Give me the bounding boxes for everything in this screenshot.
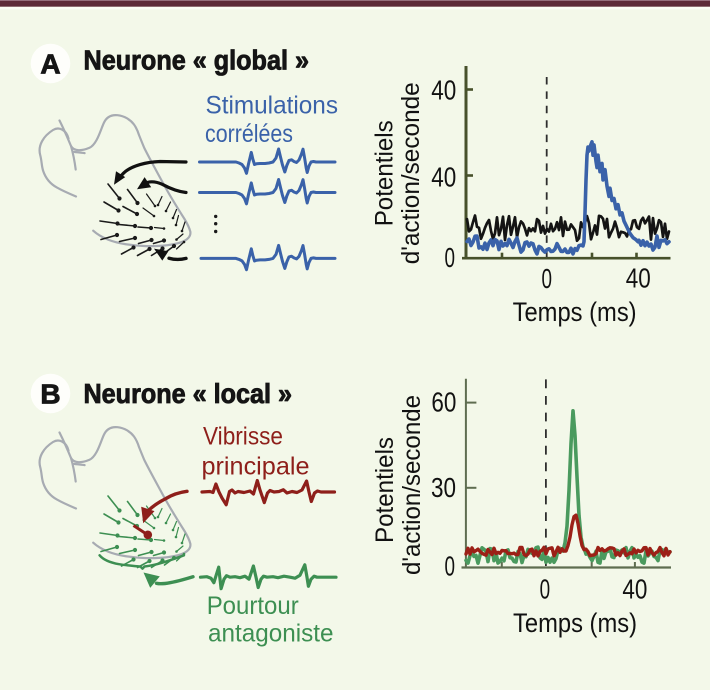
svg-text:60: 60 — [431, 387, 456, 418]
svg-text:0: 0 — [540, 574, 551, 605]
svg-text:antagoniste: antagoniste — [208, 619, 334, 647]
svg-text:d'action/seconde: d'action/seconde — [397, 82, 425, 264]
svg-text:Potentiels: Potentiels — [371, 437, 399, 543]
svg-text:0: 0 — [445, 242, 456, 273]
svg-text:Temps (ms): Temps (ms) — [513, 608, 637, 638]
svg-text:30: 30 — [431, 472, 456, 503]
svg-text:40: 40 — [431, 162, 456, 193]
svg-text:40: 40 — [622, 574, 647, 605]
svg-text:d'action/seconde: d'action/seconde — [398, 395, 426, 575]
svg-text:Temps (ms): Temps (ms) — [513, 297, 637, 327]
svg-text:A: A — [40, 49, 60, 80]
svg-text:Neurone « local »: Neurone « local » — [84, 378, 293, 409]
svg-text:Pourtour: Pourtour — [207, 592, 299, 620]
svg-text:Vibrisse: Vibrisse — [203, 423, 283, 451]
svg-text:0: 0 — [541, 263, 552, 294]
svg-text:40: 40 — [626, 263, 651, 294]
svg-text:Neurone « global »: Neurone « global » — [84, 45, 310, 76]
svg-text:Stimulations: Stimulations — [206, 92, 339, 120]
svg-text:corrélées: corrélées — [205, 120, 293, 148]
svg-text:Potentiels: Potentiels — [371, 120, 399, 226]
svg-text:principale: principale — [202, 452, 310, 480]
svg-text:40: 40 — [431, 75, 456, 106]
svg-text:0: 0 — [445, 551, 456, 582]
svg-text:B: B — [40, 379, 60, 410]
